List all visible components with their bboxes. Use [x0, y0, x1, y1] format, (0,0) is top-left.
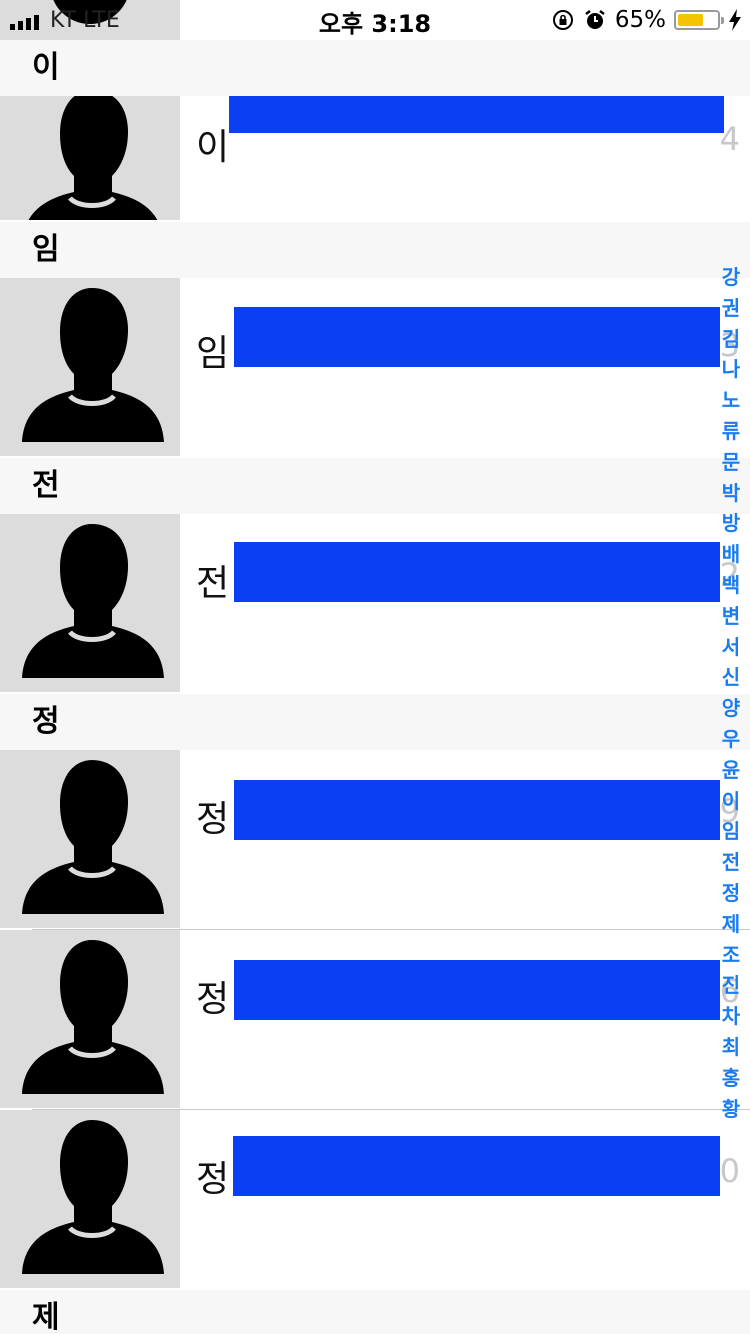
index-letter[interactable]: 배: [721, 542, 741, 567]
contact-trail-digit: 4: [719, 120, 740, 158]
person-silhouette-icon: [0, 1110, 180, 1288]
person-silhouette-icon: [0, 750, 180, 928]
index-letter[interactable]: 양: [721, 696, 741, 721]
row-divider: [32, 929, 750, 930]
contact-name: 임: [196, 333, 230, 374]
status-bar: KT LTE 오후 3:18 65%: [0, 0, 750, 40]
rotation-lock-icon: [552, 10, 573, 30]
index-letter[interactable]: 윤: [721, 757, 741, 782]
section-header: 이: [0, 40, 750, 96]
contact-name: 이: [196, 127, 230, 168]
contact-row[interactable]: 임 3: [0, 278, 750, 458]
contact-name: 전: [196, 563, 230, 604]
index-letter[interactable]: 백: [721, 572, 741, 597]
index-letter[interactable]: 서: [721, 634, 741, 659]
index-letter[interactable]: 신: [721, 665, 741, 690]
avatar: [0, 96, 180, 220]
index-letter[interactable]: 제: [721, 911, 741, 936]
lightning-bolt-icon: [729, 9, 741, 31]
person-silhouette-icon: [0, 514, 180, 692]
index-letter[interactable]: 황: [721, 1096, 741, 1121]
contact-row[interactable]: 이 4: [0, 96, 750, 220]
redaction-bar: [234, 960, 720, 1020]
contact-trail-digit: 6: [719, 972, 740, 1010]
section-header: 제: [0, 1290, 750, 1334]
row-divider: [32, 1109, 750, 1110]
contact-trail-digit: 9: [719, 792, 740, 830]
section-header: 정: [0, 694, 750, 750]
index-letter[interactable]: 진: [721, 973, 741, 998]
contact-row[interactable]: 정 6: [0, 930, 750, 1110]
status-time: 오후 3:18: [318, 10, 432, 38]
index-letter[interactable]: 박: [721, 480, 741, 505]
contact-row[interactable]: 정 0: [0, 1110, 750, 1290]
redaction-bar: [234, 542, 720, 602]
avatar: [0, 930, 180, 1108]
index-letter[interactable]: 권: [721, 295, 741, 320]
index-letter[interactable]: 변: [721, 603, 741, 628]
alarm-clock-icon: [585, 10, 605, 29]
contact-trail-digit: 3: [719, 326, 740, 364]
contact-name: 정: [196, 799, 230, 840]
contact-trail-digit: 0: [719, 1152, 740, 1190]
index-letter[interactable]: 김: [721, 326, 741, 351]
section-header: 전: [0, 458, 750, 514]
index-letter[interactable]: 조: [721, 942, 741, 967]
battery-fill: [678, 14, 703, 26]
index-letter[interactable]: 우: [721, 726, 741, 751]
avatar: [0, 750, 180, 928]
index-letter[interactable]: 방: [721, 511, 741, 536]
index-letter[interactable]: 홍: [721, 1065, 741, 1090]
battery-icon: [674, 10, 724, 30]
index-letter[interactable]: 정: [721, 880, 741, 905]
signal-bars-icon: [10, 12, 39, 30]
index-letter[interactable]: 류: [721, 418, 741, 443]
contact-name: 정: [196, 979, 230, 1020]
redaction-bar: [234, 780, 720, 840]
battery-percent: 65%: [614, 7, 666, 33]
contact-row[interactable]: 전 2: [0, 514, 750, 694]
index-letter[interactable]: 전: [721, 850, 741, 875]
redaction-bar: [234, 307, 720, 367]
avatar: [0, 1110, 180, 1288]
carrier-label: KT LTE: [50, 8, 120, 33]
person-silhouette-icon: [0, 278, 180, 456]
redaction-bar: [229, 96, 724, 133]
avatar: [0, 278, 180, 456]
status-right-group: 65%: [551, 6, 742, 34]
index-letter[interactable]: 이: [721, 788, 741, 813]
contact-row[interactable]: 정 9: [0, 750, 750, 930]
person-silhouette-icon: [0, 96, 180, 220]
index-letter[interactable]: 강: [721, 265, 741, 289]
section-header: 임: [0, 222, 750, 278]
index-letter[interactable]: 임: [721, 819, 741, 844]
index-letter[interactable]: 최: [721, 1034, 741, 1059]
redaction-bar: [233, 1136, 720, 1196]
contact-name: 정: [196, 1159, 230, 1200]
person-silhouette-icon: [0, 930, 180, 1108]
index-letter[interactable]: 나: [721, 357, 741, 382]
index-letter[interactable]: 노: [721, 388, 741, 413]
index-letter[interactable]: 차: [721, 1004, 741, 1029]
avatar: [0, 514, 180, 692]
contact-trail-digit: 2: [719, 556, 740, 594]
index-letter[interactable]: 문: [721, 449, 741, 474]
